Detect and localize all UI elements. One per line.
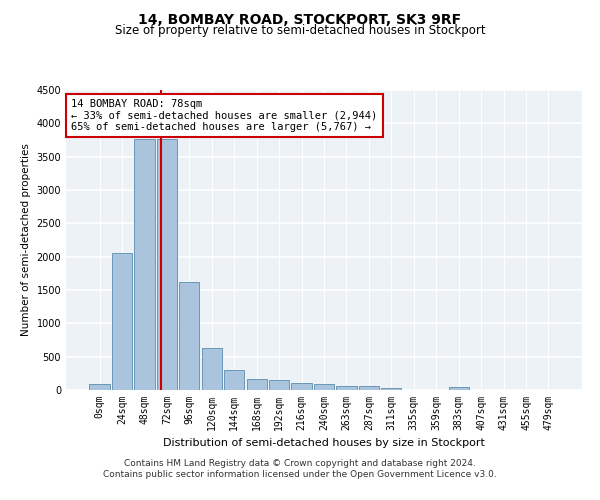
- Bar: [157, 140, 177, 390]
- Bar: [112, 252, 132, 390]
- Bar: [224, 370, 244, 390]
- Bar: [134, 140, 155, 390]
- Bar: [247, 379, 267, 390]
- Text: 14 BOMBAY ROAD: 78sqm
← 33% of semi-detached houses are smaller (2,944)
65% of s: 14 BOMBAY ROAD: 78sqm ← 33% of semi-deta…: [71, 99, 377, 132]
- Bar: [449, 386, 469, 390]
- Bar: [179, 282, 199, 390]
- Text: Size of property relative to semi-detached houses in Stockport: Size of property relative to semi-detach…: [115, 24, 485, 37]
- Text: Contains HM Land Registry data © Crown copyright and database right 2024.: Contains HM Land Registry data © Crown c…: [124, 458, 476, 468]
- Bar: [314, 384, 334, 390]
- Text: 14, BOMBAY ROAD, STOCKPORT, SK3 9RF: 14, BOMBAY ROAD, STOCKPORT, SK3 9RF: [139, 12, 461, 26]
- Y-axis label: Number of semi-detached properties: Number of semi-detached properties: [21, 144, 31, 336]
- Bar: [89, 384, 110, 390]
- X-axis label: Distribution of semi-detached houses by size in Stockport: Distribution of semi-detached houses by …: [163, 438, 485, 448]
- Bar: [202, 348, 222, 390]
- Bar: [359, 386, 379, 390]
- Bar: [381, 388, 401, 390]
- Text: Contains public sector information licensed under the Open Government Licence v3: Contains public sector information licen…: [103, 470, 497, 479]
- Bar: [337, 386, 356, 390]
- Bar: [269, 380, 289, 390]
- Bar: [292, 383, 311, 390]
